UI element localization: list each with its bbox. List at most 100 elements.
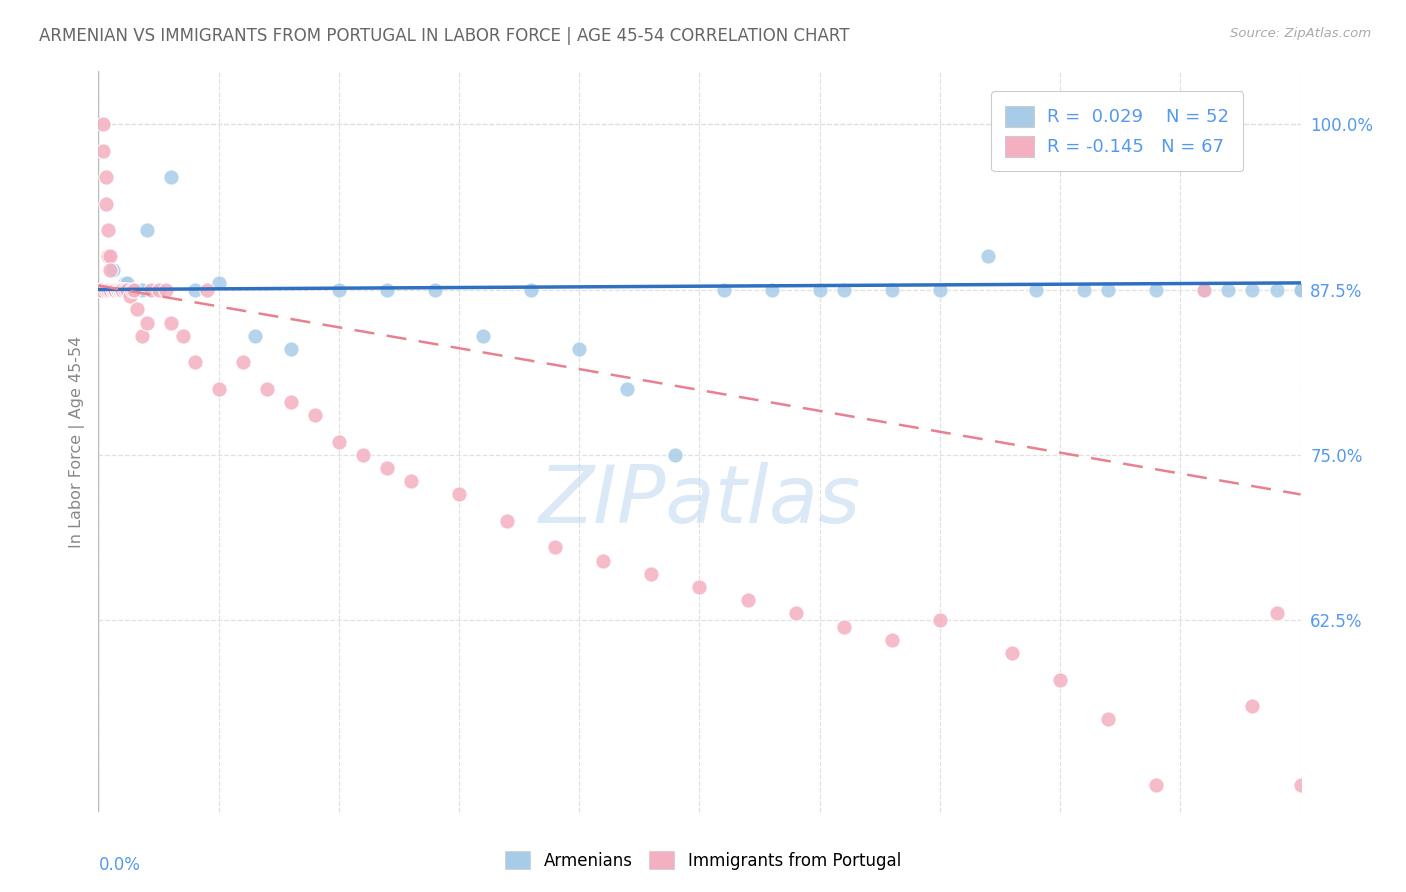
- Point: [688, 580, 710, 594]
- Point: [664, 448, 686, 462]
- Point: [97, 223, 120, 237]
- Point: [111, 283, 134, 297]
- Point: [121, 283, 143, 297]
- Point: [880, 283, 903, 297]
- Point: [977, 250, 1000, 264]
- Point: [107, 283, 129, 297]
- Point: [91, 283, 114, 297]
- Point: [592, 553, 614, 567]
- Point: [97, 250, 120, 264]
- Point: [1073, 283, 1095, 297]
- Point: [1194, 283, 1216, 297]
- Point: [399, 474, 422, 488]
- Point: [1265, 607, 1288, 621]
- Point: [135, 316, 157, 330]
- Point: [111, 283, 134, 297]
- Point: [124, 283, 146, 297]
- Point: [155, 283, 177, 297]
- Point: [148, 283, 170, 297]
- Y-axis label: In Labor Force | Age 45-54: In Labor Force | Age 45-54: [69, 335, 84, 548]
- Point: [808, 283, 831, 297]
- Point: [117, 283, 139, 297]
- Point: [280, 395, 302, 409]
- Point: [90, 283, 112, 297]
- Point: [101, 283, 124, 297]
- Point: [1001, 646, 1024, 660]
- Point: [328, 283, 350, 297]
- Point: [111, 283, 134, 297]
- Legend: R =  0.029    N = 52, R = -0.145   N = 67: R = 0.029 N = 52, R = -0.145 N = 67: [991, 92, 1243, 171]
- Point: [195, 283, 218, 297]
- Point: [141, 283, 163, 297]
- Point: [135, 223, 157, 237]
- Point: [101, 262, 124, 277]
- Point: [375, 461, 398, 475]
- Point: [928, 613, 950, 627]
- Point: [118, 289, 141, 303]
- Point: [447, 487, 470, 501]
- Point: [375, 283, 398, 297]
- Point: [1241, 698, 1264, 713]
- Point: [124, 283, 146, 297]
- Point: [94, 170, 117, 185]
- Point: [91, 117, 114, 131]
- Point: [243, 328, 266, 343]
- Point: [304, 408, 326, 422]
- Point: [114, 283, 136, 297]
- Point: [159, 316, 181, 330]
- Point: [928, 283, 950, 297]
- Point: [1241, 283, 1264, 297]
- Point: [117, 276, 139, 290]
- Point: [280, 342, 302, 356]
- Text: 0.0%: 0.0%: [98, 856, 141, 874]
- Point: [1097, 712, 1119, 726]
- Point: [111, 283, 134, 297]
- Point: [880, 632, 903, 647]
- Point: [108, 283, 131, 297]
- Point: [104, 283, 127, 297]
- Point: [472, 328, 495, 343]
- Point: [544, 541, 567, 555]
- Point: [232, 355, 254, 369]
- Point: [90, 283, 112, 297]
- Point: [107, 283, 129, 297]
- Point: [520, 283, 543, 297]
- Point: [172, 328, 194, 343]
- Point: [94, 283, 117, 297]
- Point: [832, 620, 855, 634]
- Point: [100, 250, 122, 264]
- Point: [328, 434, 350, 449]
- Point: [183, 355, 205, 369]
- Point: [1289, 283, 1312, 297]
- Point: [256, 382, 278, 396]
- Point: [713, 283, 735, 297]
- Point: [1265, 283, 1288, 297]
- Point: [832, 283, 855, 297]
- Point: [100, 283, 122, 297]
- Point: [616, 382, 638, 396]
- Point: [568, 342, 591, 356]
- Point: [104, 283, 127, 297]
- Point: [101, 283, 124, 297]
- Point: [1049, 673, 1071, 687]
- Point: [104, 283, 127, 297]
- Point: [94, 283, 117, 297]
- Point: [1289, 283, 1312, 297]
- Point: [1144, 778, 1167, 792]
- Point: [352, 448, 374, 462]
- Point: [1097, 283, 1119, 297]
- Point: [159, 170, 181, 185]
- Point: [94, 283, 117, 297]
- Point: [101, 283, 124, 297]
- Point: [737, 593, 759, 607]
- Text: ARMENIAN VS IMMIGRANTS FROM PORTUGAL IN LABOR FORCE | AGE 45-54 CORRELATION CHAR: ARMENIAN VS IMMIGRANTS FROM PORTUGAL IN …: [39, 27, 849, 45]
- Text: ZIPatlas: ZIPatlas: [538, 462, 860, 540]
- Point: [94, 196, 117, 211]
- Point: [100, 283, 122, 297]
- Point: [1289, 283, 1312, 297]
- Point: [90, 283, 112, 297]
- Point: [761, 283, 783, 297]
- Point: [496, 514, 519, 528]
- Point: [125, 302, 148, 317]
- Point: [1025, 283, 1047, 297]
